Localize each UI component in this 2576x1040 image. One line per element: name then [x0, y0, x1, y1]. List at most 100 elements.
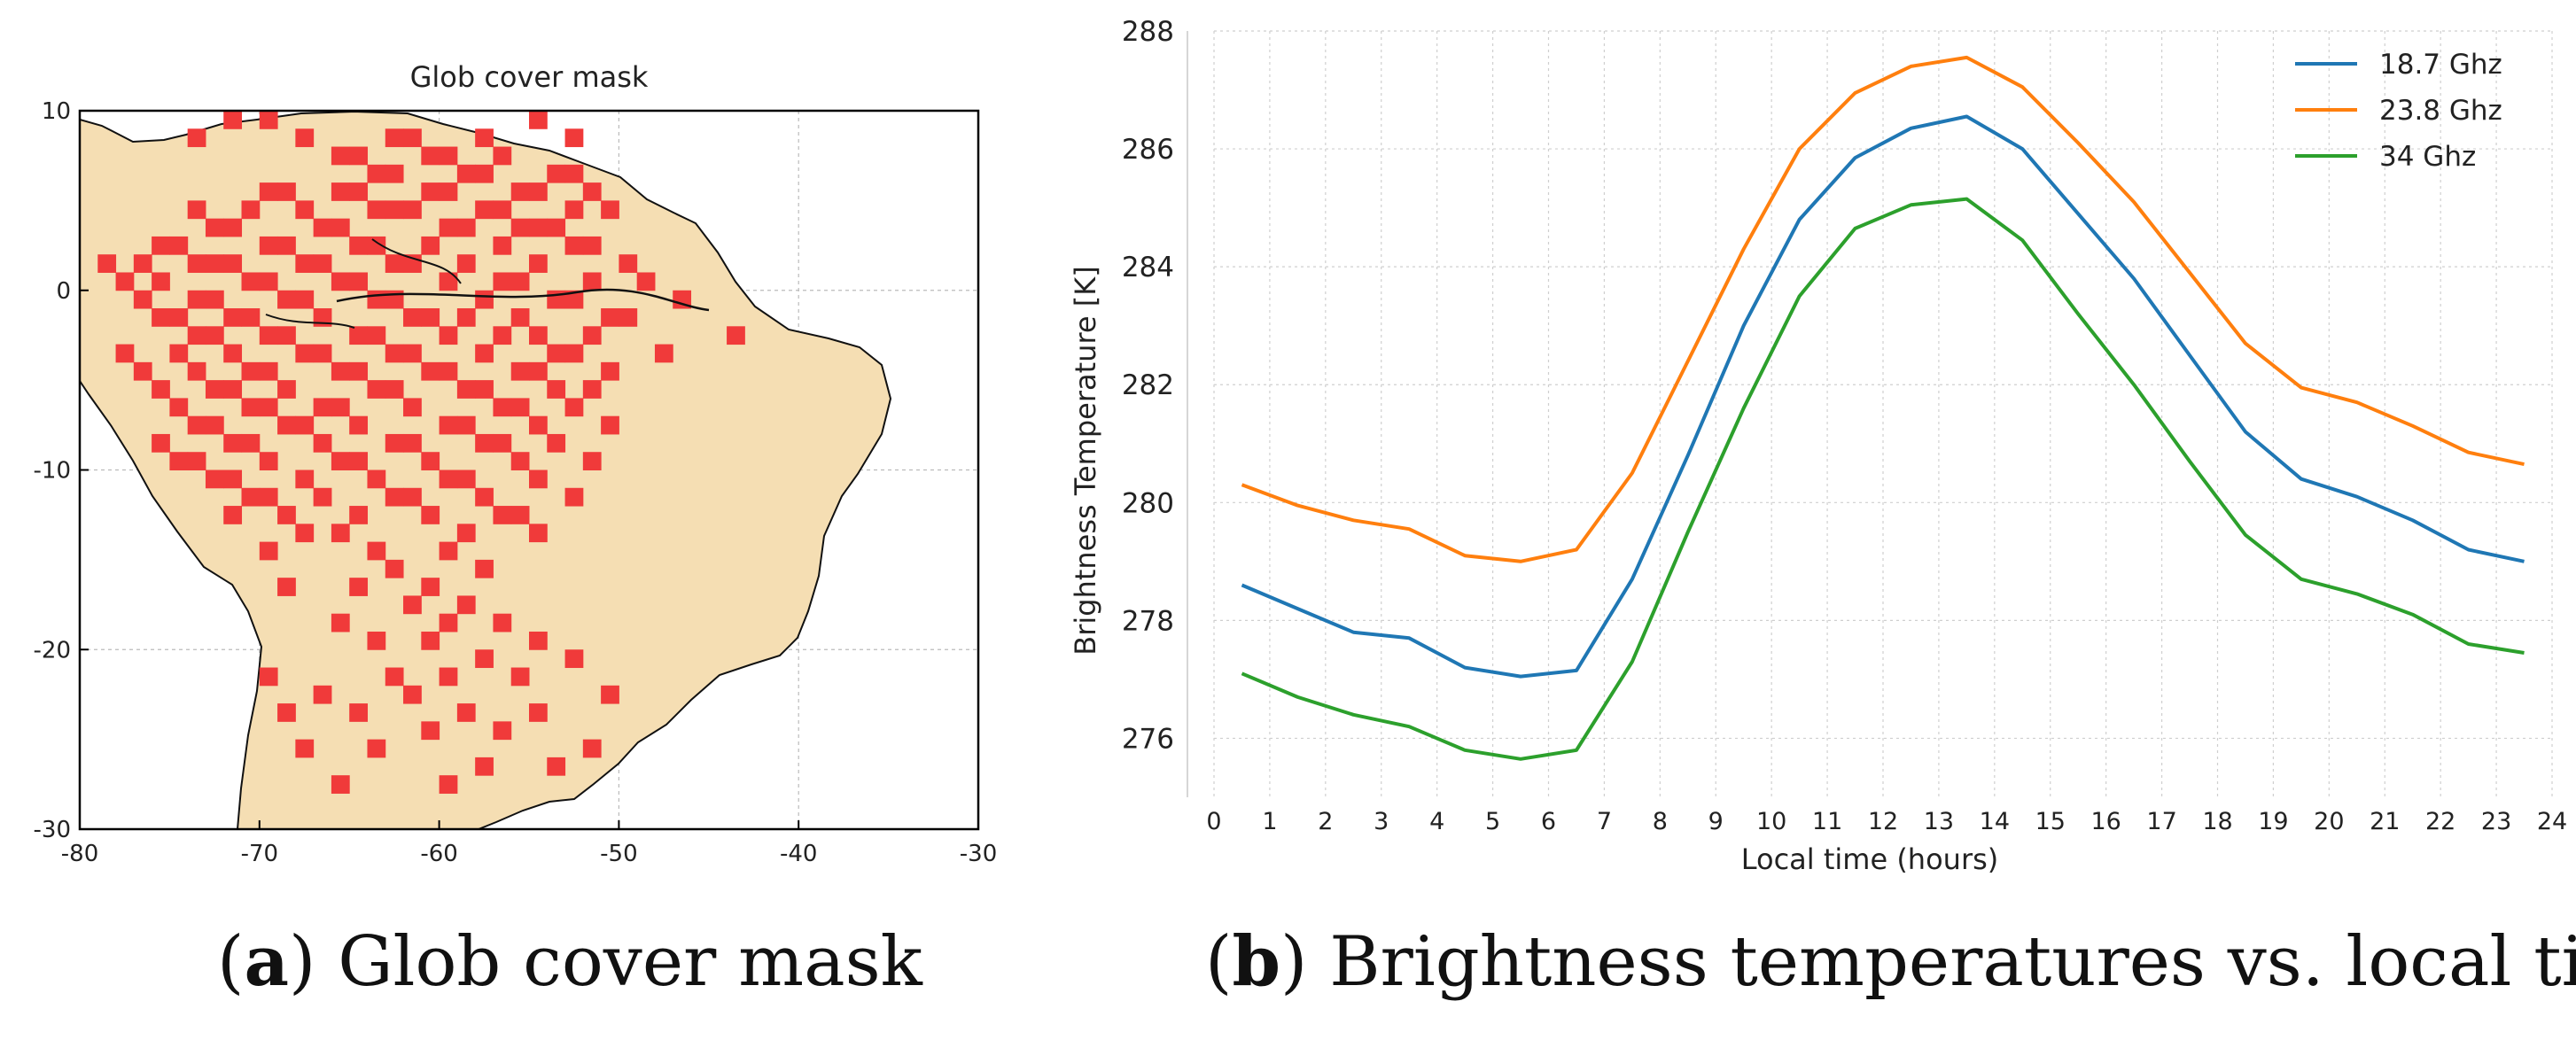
mask-cell [493, 326, 512, 345]
line-x-tick-label: 21 [2370, 808, 2400, 835]
mask-cell [295, 739, 315, 758]
mask-cell [169, 236, 189, 255]
mask-cell [205, 218, 224, 237]
mask-cell [439, 146, 458, 166]
mask-cell [367, 739, 386, 758]
y-axis-label: Brightness Temperature [K] [1069, 266, 1102, 655]
mask-cell [331, 775, 350, 794]
mask-cell [529, 218, 548, 237]
mask-cell [582, 272, 602, 291]
map-y-tick-label: -20 [34, 637, 71, 664]
mask-cell [241, 200, 261, 220]
mask-cell [421, 721, 440, 741]
mask-cell [205, 290, 224, 309]
mask-cell [295, 200, 315, 220]
mask-cell [115, 344, 135, 363]
mask-cell [619, 254, 638, 273]
mask-cell [187, 128, 206, 148]
mask-cell [277, 182, 296, 201]
mask-cell [439, 182, 458, 201]
mask-cell [152, 272, 170, 291]
caption-b-letter: b [1232, 921, 1280, 1002]
mask-cell [456, 164, 476, 183]
mask-cell [223, 344, 243, 363]
mask-cell [169, 452, 189, 470]
mask-cell [187, 415, 206, 435]
mask-cell [152, 433, 170, 453]
caption-a-letter: a [244, 921, 289, 1002]
caption-a: (a) Glob cover mask [217, 921, 922, 1002]
mask-cell [259, 452, 278, 470]
mask-cell [403, 685, 422, 704]
mask-cell [582, 236, 602, 255]
mask-cell [456, 595, 476, 615]
mask-cell [456, 380, 476, 399]
mask-cell [564, 344, 584, 363]
mask-cell [456, 415, 476, 435]
mask-cell [475, 344, 494, 363]
mask-cell [493, 613, 512, 633]
mask-cell [547, 757, 566, 776]
mask-cell [259, 326, 278, 345]
mask-cell [313, 254, 332, 273]
map-x-tick-label: -80 [61, 841, 98, 867]
map-x-tick-label: -50 [600, 841, 637, 867]
mask-cell [510, 218, 530, 237]
mask-cell [510, 398, 530, 417]
mask-cell [133, 290, 152, 309]
line-x-tick-label: 23 [2481, 808, 2511, 835]
mask-cell [564, 164, 584, 183]
mask-cell [403, 433, 422, 453]
mask-cell [547, 164, 566, 183]
mask-cell [601, 200, 619, 220]
mask-cell [223, 433, 243, 453]
mask-cell [475, 487, 494, 507]
mask-cell [529, 254, 548, 273]
mask-cell [349, 415, 368, 435]
mask-cell [439, 272, 458, 291]
mask-cell [421, 578, 440, 596]
mask-cell [133, 361, 152, 381]
mask-cell [564, 398, 584, 417]
mask-cell [223, 218, 243, 237]
mask-cell [601, 685, 619, 704]
mask-cell [259, 398, 278, 417]
line-x-tick-label: 3 [1374, 808, 1389, 835]
mask-cell [205, 326, 224, 345]
mask-cell [277, 290, 296, 309]
mask-cell [241, 308, 261, 327]
mask-cell [349, 146, 368, 166]
map-x-tick-label: -30 [960, 841, 997, 867]
mask-cell [259, 361, 278, 381]
mask-cell [313, 398, 332, 417]
mask-cell [403, 308, 422, 327]
mask-cell [367, 380, 386, 399]
mask-cell [403, 344, 422, 363]
mask-cell [510, 361, 530, 381]
mask-cell [259, 541, 278, 561]
mask-cell [547, 433, 566, 453]
map-y-tick-label: -30 [34, 817, 71, 843]
series-line-1 [1241, 114, 2525, 679]
mask-cell [331, 146, 350, 166]
mask-cell [475, 559, 494, 578]
mask-cell [169, 308, 189, 327]
mask-cell [510, 452, 530, 470]
mask-cell [654, 344, 673, 363]
line-x-tick-label: 13 [1924, 808, 1954, 835]
line-panel: 0 1 2 3 4 5 6 7 8 9 10 11 12 13 14 15 16 17 18 19 20 21 22 23 24… [1069, 16, 2567, 876]
mask-cell [205, 415, 224, 435]
map-y-tick-label: 0 [56, 278, 71, 305]
mask-cell [475, 164, 494, 183]
map-mask-cells [97, 111, 745, 794]
map-x-tick-label: -60 [420, 841, 457, 867]
map-tick-labels: -80 -70 -60 -50 -40 -30 -30 -20 -10 0 10 [34, 98, 998, 867]
mask-cell [205, 470, 224, 489]
mask-cell [241, 361, 261, 381]
mask-cell [205, 380, 224, 399]
line-x-tick-label: 15 [2035, 808, 2066, 835]
mask-cell [510, 667, 530, 687]
mask-cell [403, 487, 422, 507]
mask-cell [564, 128, 584, 148]
mask-cell [349, 182, 368, 201]
